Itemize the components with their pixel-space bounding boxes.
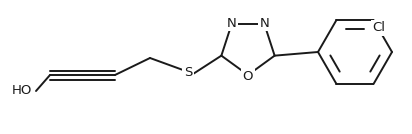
Text: N: N (260, 17, 269, 30)
Text: O: O (243, 70, 253, 83)
Text: N: N (227, 17, 236, 30)
Text: HO: HO (12, 85, 32, 98)
Text: Cl: Cl (372, 21, 385, 34)
Text: S: S (184, 66, 192, 79)
